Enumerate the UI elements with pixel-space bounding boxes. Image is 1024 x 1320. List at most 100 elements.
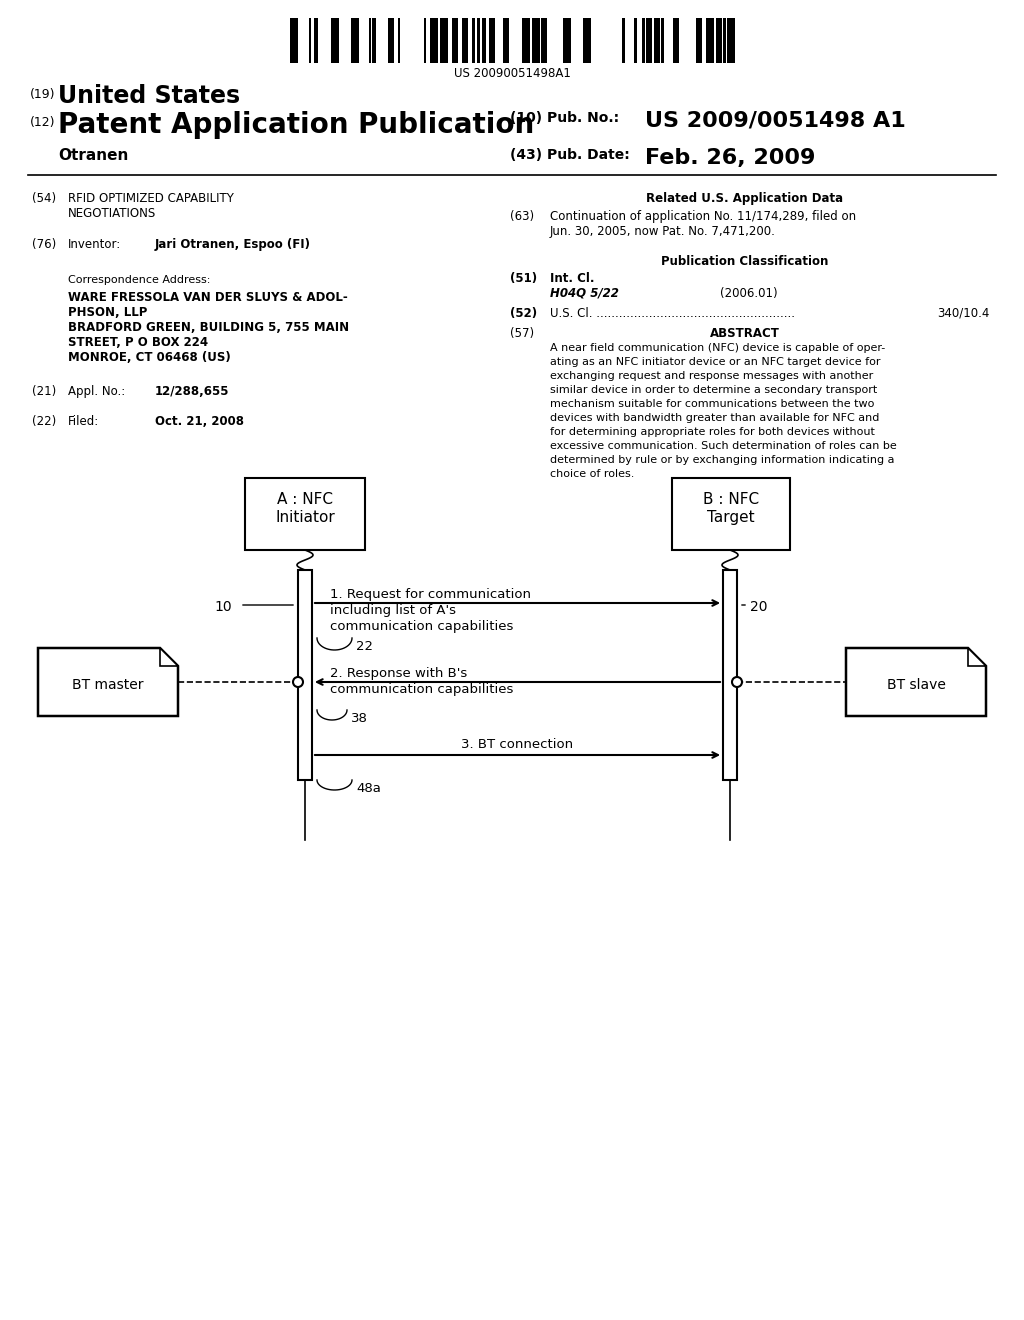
Bar (583, 18, 591, 63)
Bar (398, 18, 400, 63)
Text: choice of roles.: choice of roles. (550, 469, 635, 479)
Text: (57): (57) (510, 327, 535, 341)
Bar (522, 18, 530, 63)
Bar (314, 18, 318, 63)
Text: 10: 10 (214, 601, 232, 614)
Text: WARE FRESSOLA VAN DER SLUYS & ADOL-: WARE FRESSOLA VAN DER SLUYS & ADOL- (68, 290, 348, 304)
Text: 3. BT connection: 3. BT connection (462, 738, 573, 751)
FancyBboxPatch shape (672, 478, 790, 550)
Text: BT master: BT master (73, 678, 143, 692)
Bar (482, 18, 486, 63)
Bar (727, 18, 735, 63)
Bar (290, 18, 298, 63)
Bar (716, 18, 722, 63)
Text: Inventor:: Inventor: (68, 238, 121, 251)
Bar (372, 18, 376, 63)
Bar (424, 18, 426, 63)
Text: 22: 22 (356, 640, 373, 653)
Bar (654, 18, 660, 63)
Bar (351, 18, 359, 63)
Text: (76): (76) (32, 238, 56, 251)
Text: 12/288,655: 12/288,655 (155, 385, 229, 399)
Text: (63): (63) (510, 210, 535, 223)
Bar (489, 18, 495, 63)
Text: (52): (52) (510, 308, 538, 319)
Text: 48a: 48a (356, 781, 381, 795)
Text: Feb. 26, 2009: Feb. 26, 2009 (645, 148, 815, 168)
Circle shape (293, 677, 303, 686)
FancyBboxPatch shape (245, 478, 365, 550)
Text: US 2009/0051498 A1: US 2009/0051498 A1 (645, 111, 906, 131)
Bar (563, 18, 571, 63)
Bar (388, 18, 394, 63)
Text: ating as an NFC initiator device or an NFC target device for: ating as an NFC initiator device or an N… (550, 356, 881, 367)
Text: mechanism suitable for communications between the two: mechanism suitable for communications be… (550, 399, 874, 409)
Text: PHSON, LLP: PHSON, LLP (68, 306, 147, 319)
Text: Initiator: Initiator (275, 510, 335, 525)
Bar (430, 18, 438, 63)
Text: 20: 20 (750, 601, 768, 614)
Text: for determining appropriate roles for both devices without: for determining appropriate roles for bo… (550, 426, 874, 437)
Text: NEGOTIATIONS: NEGOTIATIONS (68, 207, 157, 220)
Text: devices with bandwidth greater than available for NFC and: devices with bandwidth greater than avai… (550, 413, 880, 422)
Text: communication capabilities: communication capabilities (330, 620, 513, 634)
Bar (472, 18, 475, 63)
Bar (646, 18, 652, 63)
Text: Jari Otranen, Espoo (FI): Jari Otranen, Espoo (FI) (155, 238, 311, 251)
Bar (440, 18, 449, 63)
Text: A : NFC: A : NFC (278, 492, 333, 507)
Text: BT slave: BT slave (887, 678, 945, 692)
Bar (622, 18, 625, 63)
Text: 340/10.4: 340/10.4 (938, 308, 990, 319)
Bar (706, 18, 714, 63)
Text: US 20090051498A1: US 20090051498A1 (454, 67, 570, 81)
Text: H04Q 5/22: H04Q 5/22 (550, 286, 618, 300)
Text: STREET, P O BOX 224: STREET, P O BOX 224 (68, 337, 208, 348)
Text: exchanging request and response messages with another: exchanging request and response messages… (550, 371, 873, 381)
Text: 1. Request for communication: 1. Request for communication (330, 587, 531, 601)
Text: B : NFC: B : NFC (702, 492, 759, 507)
Bar (331, 18, 339, 63)
Text: Oct. 21, 2008: Oct. 21, 2008 (155, 414, 244, 428)
Bar (532, 18, 540, 63)
Bar (309, 18, 311, 63)
Bar (723, 18, 726, 63)
Bar (477, 18, 480, 63)
Text: similar device in order to determine a secondary transport: similar device in order to determine a s… (550, 385, 878, 395)
Bar (541, 18, 547, 63)
Text: Correspondence Address:: Correspondence Address: (68, 275, 210, 285)
Text: (19): (19) (30, 88, 55, 102)
Circle shape (732, 677, 742, 686)
Text: Otranen: Otranen (58, 148, 128, 162)
Bar (452, 18, 458, 63)
Text: 2. Response with B's: 2. Response with B's (330, 667, 467, 680)
Text: Appl. No.:: Appl. No.: (68, 385, 125, 399)
Text: BRADFORD GREEN, BUILDING 5, 755 MAIN: BRADFORD GREEN, BUILDING 5, 755 MAIN (68, 321, 349, 334)
Text: (21): (21) (32, 385, 56, 399)
Bar (503, 18, 509, 63)
Text: Publication Classification: Publication Classification (662, 255, 828, 268)
Bar (673, 18, 679, 63)
Text: Jun. 30, 2005, now Pat. No. 7,471,200.: Jun. 30, 2005, now Pat. No. 7,471,200. (550, 224, 776, 238)
Text: Patent Application Publication: Patent Application Publication (58, 111, 535, 139)
Text: determined by rule or by exchanging information indicating a: determined by rule or by exchanging info… (550, 455, 895, 465)
Text: Int. Cl.: Int. Cl. (550, 272, 595, 285)
Text: (10) Pub. No.:: (10) Pub. No.: (510, 111, 620, 125)
Bar (462, 18, 468, 63)
Bar (696, 18, 702, 63)
Text: including list of A's: including list of A's (330, 605, 456, 616)
Bar (298, 570, 312, 780)
Text: ABSTRACT: ABSTRACT (710, 327, 780, 341)
Text: (12): (12) (30, 116, 55, 129)
Text: Target: Target (708, 510, 755, 525)
Text: (54): (54) (32, 191, 56, 205)
Bar (642, 18, 645, 63)
Bar (634, 18, 637, 63)
Text: United States: United States (58, 84, 240, 108)
Text: A near field communication (NFC) device is capable of oper-: A near field communication (NFC) device … (550, 343, 886, 352)
Text: Continuation of application No. 11/174,289, filed on: Continuation of application No. 11/174,2… (550, 210, 856, 223)
Text: (2006.01): (2006.01) (720, 286, 777, 300)
Polygon shape (38, 648, 178, 715)
Bar (662, 18, 664, 63)
Text: U.S. Cl. .....................................................: U.S. Cl. ...............................… (550, 308, 795, 319)
